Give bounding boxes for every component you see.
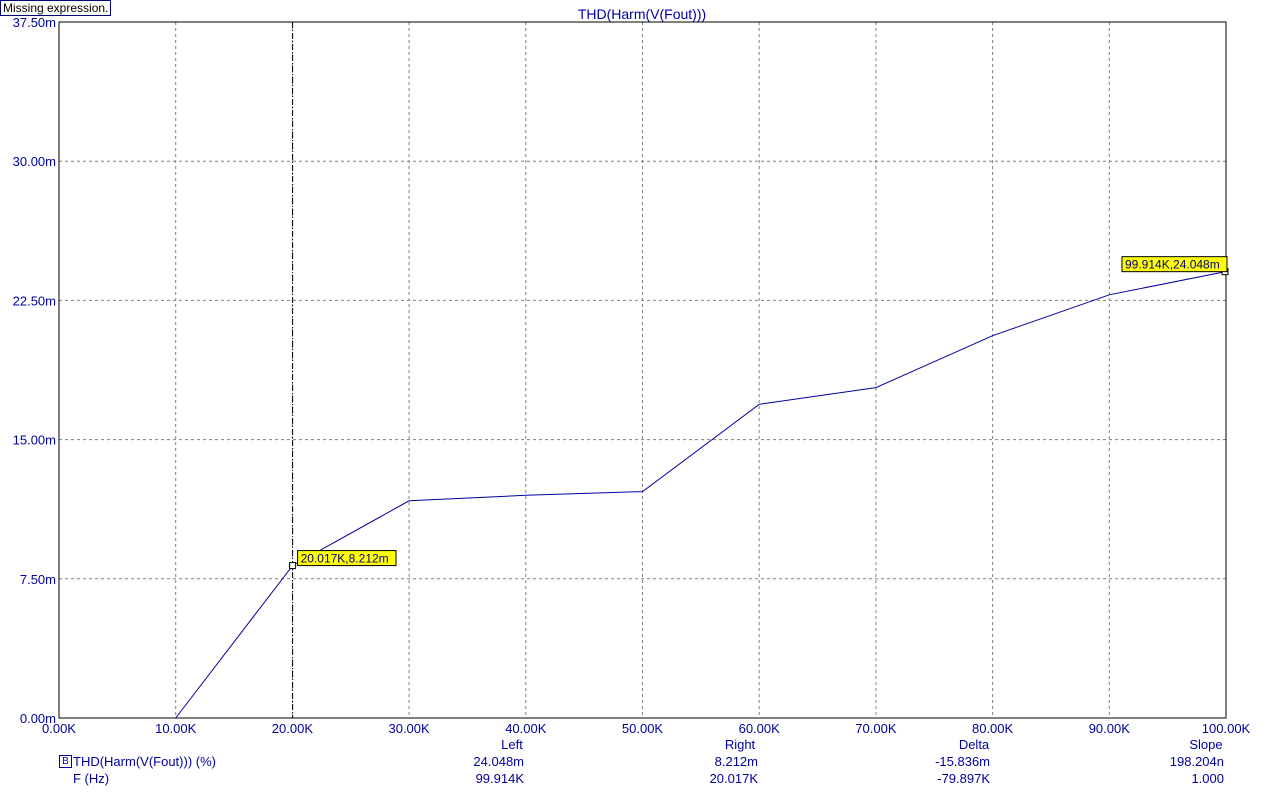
x-tick-label: 20.00K [272, 721, 314, 736]
row-value-right: 20.017K [709, 771, 758, 786]
row-value-delta: -15.836m [935, 754, 990, 769]
series-layer [175, 271, 1226, 719]
x-tick-label: 90.00K [1089, 721, 1131, 736]
row-value-delta: -79.897K [937, 771, 990, 786]
x-tick-label: 50.00K [622, 721, 664, 736]
series-line [175, 271, 1226, 719]
y-tick-label: 30.00m [13, 154, 56, 169]
x-tick-label: 40.00K [505, 721, 547, 736]
x-tick-label: 70.00K [855, 721, 897, 736]
chart-title: THD(Harm(V(Fout))) [578, 6, 706, 22]
cursor-marker[interactable] [289, 562, 297, 570]
grid [59, 22, 1226, 718]
x-tick-label: 60.00K [739, 721, 781, 736]
col-header-delta: Delta [958, 737, 990, 752]
x-tick-label: 80.00K [972, 721, 1014, 736]
cursor-label-box [297, 550, 397, 567]
x-tick-label: 30.00K [388, 721, 430, 736]
cursor-layer[interactable]: 20.017K,8.212m 99.914K,24.048m [289, 22, 1229, 718]
y-tick-label: 22.50m [13, 293, 56, 308]
cursor-label: 99.914K,24.048m [1125, 258, 1220, 272]
x-axis-ticks: 0.00K 10.00K 20.00K 30.00K 40.00K 50.00K 60.00… [42, 721, 1251, 736]
y-tick-label: 7.50m [20, 572, 56, 587]
y-tick-label: 37.50m [13, 15, 56, 30]
row-name: F (Hz) [73, 771, 110, 786]
status-message: Missing expression. [0, 0, 112, 16]
y-tick-label: 0.00m [20, 711, 56, 726]
row-value-left: 99.914K [475, 771, 524, 786]
row-value-slope: 1.000 [1191, 771, 1224, 786]
col-header-slope: Slope [1189, 737, 1223, 752]
y-tick-label: 15.00m [13, 433, 56, 448]
col-header-right: Right [724, 737, 756, 752]
x-tick-label: 10.00K [155, 721, 197, 736]
x-tick-label: 100.00K [1202, 721, 1251, 736]
row-name[interactable]: THD(Harm(V(Fout))) (%) [73, 754, 216, 769]
cursor-label-box [1121, 256, 1228, 273]
row-value-right: 8.212m [714, 754, 758, 769]
row-value-left: 24.048m [473, 754, 524, 769]
plot-frame [58, 21, 1227, 719]
row-value-slope: 198.204n [1169, 754, 1224, 769]
x-tick-label: 0.00K [42, 721, 76, 736]
y-axis-ticks: 0.00m 7.50m 15.00m 22.50m 30.00m 37.50m [13, 15, 56, 726]
cursor-label: 20.017K,8.212m [301, 552, 389, 566]
legend-marker[interactable]: B [59, 755, 72, 768]
col-header-left: Left [501, 737, 523, 752]
